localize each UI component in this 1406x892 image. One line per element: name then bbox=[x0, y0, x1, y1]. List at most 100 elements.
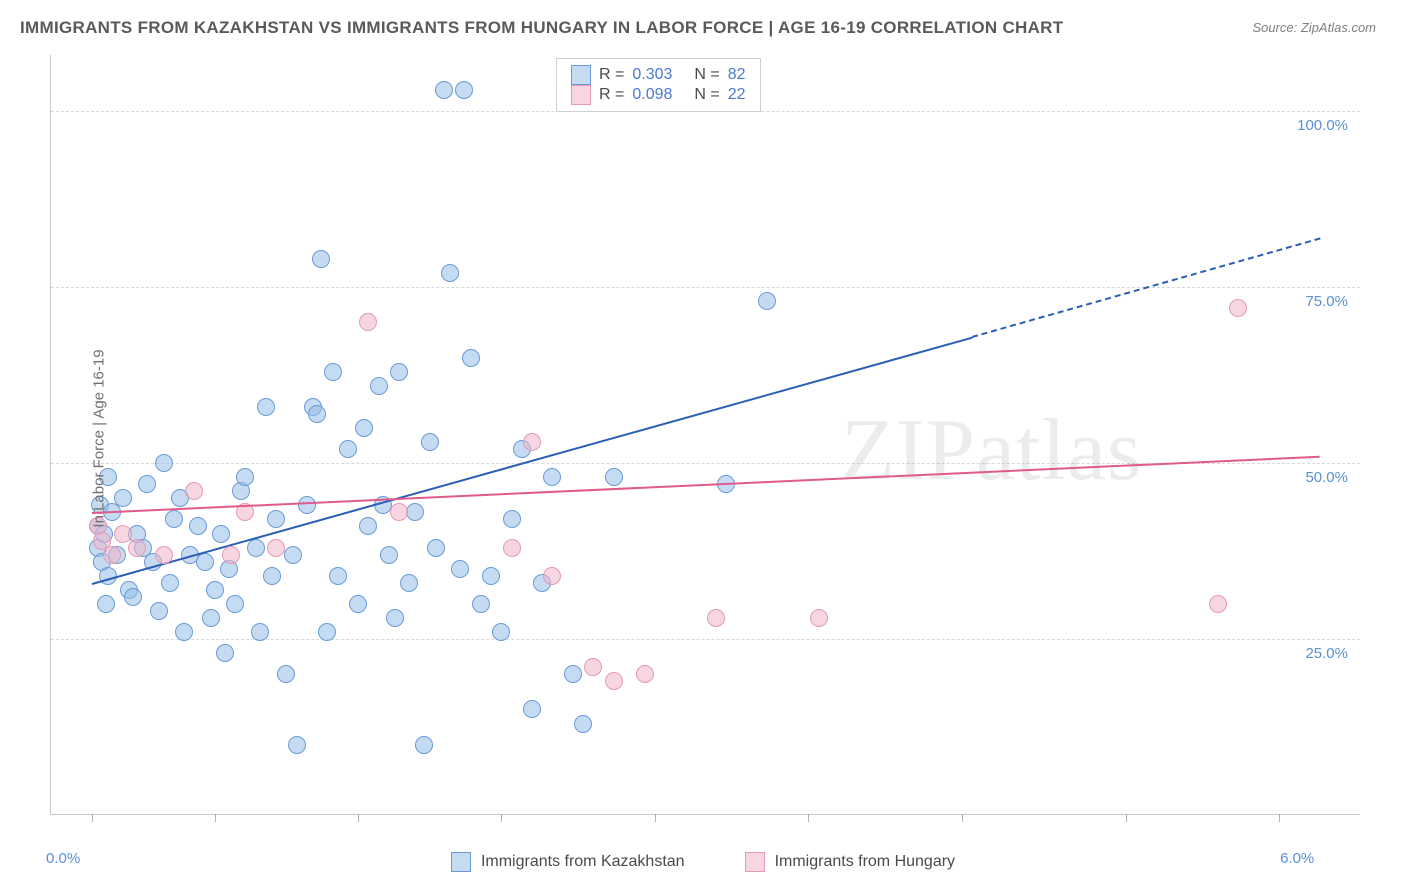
y-axis-label: In Labor Force | Age 16-19 bbox=[91, 349, 108, 527]
data-point bbox=[212, 525, 230, 543]
chart-title: IMMIGRANTS FROM KAZAKHSTAN VS IMMIGRANTS… bbox=[20, 18, 1063, 38]
swatch-icon bbox=[451, 852, 471, 872]
data-point bbox=[103, 546, 121, 564]
data-point bbox=[492, 623, 510, 641]
stats-legend: R =0.303N =82R = 0.098 N = 22 bbox=[556, 58, 761, 112]
stat-n: 22 bbox=[728, 86, 746, 104]
data-point bbox=[312, 250, 330, 268]
trend-line bbox=[92, 456, 1320, 514]
swatch-icon bbox=[745, 852, 765, 872]
data-point bbox=[318, 623, 336, 641]
gridline bbox=[51, 287, 1360, 288]
data-point bbox=[251, 623, 269, 641]
data-point bbox=[380, 546, 398, 564]
data-point bbox=[543, 567, 561, 585]
x-tick bbox=[358, 814, 359, 822]
data-point bbox=[161, 574, 179, 592]
data-point bbox=[455, 81, 473, 99]
data-point bbox=[355, 419, 373, 437]
stat-n: 82 bbox=[728, 66, 746, 84]
data-point bbox=[359, 313, 377, 331]
data-point bbox=[298, 496, 316, 514]
source-label: Source: ZipAtlas.com bbox=[1252, 20, 1376, 35]
data-point bbox=[441, 264, 459, 282]
stat-label: N = bbox=[694, 86, 719, 104]
data-point bbox=[236, 468, 254, 486]
data-point bbox=[189, 517, 207, 535]
data-point bbox=[308, 405, 326, 423]
data-point bbox=[390, 503, 408, 521]
data-point bbox=[406, 503, 424, 521]
data-point bbox=[247, 539, 265, 557]
data-point bbox=[114, 525, 132, 543]
stat-label: R = bbox=[599, 86, 624, 104]
data-point bbox=[584, 658, 602, 676]
y-tick-label: 50.0% bbox=[1305, 469, 1348, 486]
data-point bbox=[155, 546, 173, 564]
data-point bbox=[564, 665, 582, 683]
data-point bbox=[284, 546, 302, 564]
data-point bbox=[370, 377, 388, 395]
y-tick-label: 100.0% bbox=[1297, 117, 1348, 134]
swatch-icon bbox=[571, 65, 591, 85]
x-tick bbox=[808, 814, 809, 822]
chart-container: IMMIGRANTS FROM KAZAKHSTAN VS IMMIGRANTS… bbox=[0, 0, 1406, 892]
data-point bbox=[605, 468, 623, 486]
data-point bbox=[605, 672, 623, 690]
watermark: ZIPatlas bbox=[841, 400, 1142, 501]
legend-label: Immigrants from Kazakhstan bbox=[481, 853, 685, 871]
data-point bbox=[216, 644, 234, 662]
series-legend: Immigrants from Kazakhstan Immigrants fr… bbox=[0, 852, 1406, 872]
legend-label: Immigrants from Hungary bbox=[775, 853, 956, 871]
data-point bbox=[427, 539, 445, 557]
data-point bbox=[138, 475, 156, 493]
data-point bbox=[400, 574, 418, 592]
data-point bbox=[124, 588, 142, 606]
data-point bbox=[707, 609, 725, 627]
data-point bbox=[128, 539, 146, 557]
data-point bbox=[226, 595, 244, 613]
data-point bbox=[359, 517, 377, 535]
data-point bbox=[503, 539, 521, 557]
x-tick bbox=[655, 814, 656, 822]
data-point bbox=[175, 623, 193, 641]
data-point bbox=[329, 567, 347, 585]
data-point bbox=[758, 292, 776, 310]
data-point bbox=[462, 349, 480, 367]
data-point bbox=[386, 609, 404, 627]
stat-r: 0.098 bbox=[632, 86, 672, 104]
data-point bbox=[503, 510, 521, 528]
data-point bbox=[185, 482, 203, 500]
data-point bbox=[435, 81, 453, 99]
data-point bbox=[574, 715, 592, 733]
data-point bbox=[472, 595, 490, 613]
data-point bbox=[150, 602, 168, 620]
gridline bbox=[51, 639, 1360, 640]
x-tick bbox=[1279, 814, 1280, 822]
data-point bbox=[636, 665, 654, 683]
x-tick bbox=[1126, 814, 1127, 822]
data-point bbox=[206, 581, 224, 599]
data-point bbox=[267, 510, 285, 528]
x-tick bbox=[92, 814, 93, 822]
data-point bbox=[196, 553, 214, 571]
data-point bbox=[1229, 299, 1247, 317]
stats-legend-row: R =0.303N =82 bbox=[571, 65, 746, 85]
data-point bbox=[114, 489, 132, 507]
data-point bbox=[277, 665, 295, 683]
data-point bbox=[421, 433, 439, 451]
data-point bbox=[267, 539, 285, 557]
data-point bbox=[810, 609, 828, 627]
plot-area: 25.0%50.0%75.0%100.0%0.0%6.0%ZIPatlasR =… bbox=[50, 55, 1360, 815]
stat-label: R = bbox=[599, 66, 624, 84]
data-point bbox=[451, 560, 469, 578]
data-point bbox=[288, 736, 306, 754]
data-point bbox=[1209, 595, 1227, 613]
data-point bbox=[482, 567, 500, 585]
data-point bbox=[155, 454, 173, 472]
data-point bbox=[324, 363, 342, 381]
data-point bbox=[415, 736, 433, 754]
legend-item-hungary: Immigrants from Hungary bbox=[745, 852, 956, 872]
data-point bbox=[202, 609, 220, 627]
data-point bbox=[222, 546, 240, 564]
